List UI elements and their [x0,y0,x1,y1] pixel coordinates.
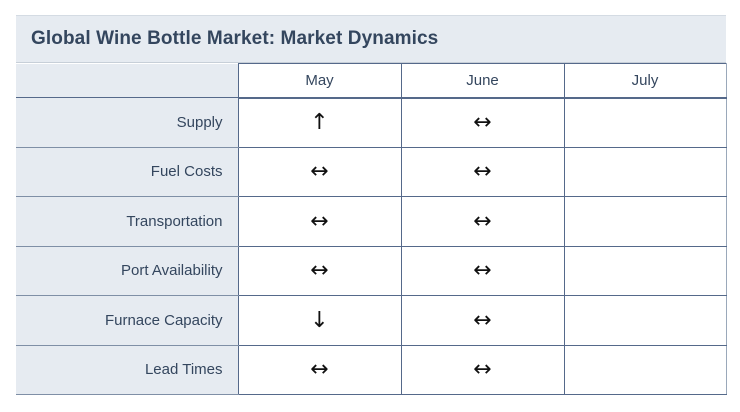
trend-flat-icon: ↔ [400,345,564,395]
trend-flat-icon: ↔ [237,147,401,197]
empty-cell [563,295,727,346]
table-row: Furnace Capacity ↓ ↔ [16,295,727,346]
trend-flat-icon: ↔ [400,196,564,247]
trend-up-icon: ↑ [237,97,401,148]
corner-cell [16,63,238,98]
trend-flat-icon: ↔ [237,246,401,296]
table-row: Supply ↑ ↔ [16,97,727,148]
empty-cell [563,246,727,296]
column-header-may: May [237,63,401,99]
row-label: Transportation [16,196,238,247]
trend-flat-icon: ↔ [237,196,401,247]
table-row: Fuel Costs ↔ ↔ [16,147,727,197]
empty-cell [563,147,727,197]
trend-flat-icon: ↔ [237,345,401,395]
trend-flat-icon: ↔ [400,246,564,296]
market-dynamics-table: May June July Supply ↑ ↔ Fuel Costs ↔ ↔ … [16,63,727,395]
row-label: Supply [16,97,238,148]
table-title: Global Wine Bottle Market: Market Dynami… [31,28,439,49]
trend-flat-icon: ↔ [400,147,564,197]
row-label: Furnace Capacity [16,295,238,346]
empty-cell [563,196,727,247]
empty-cell [563,97,727,148]
trend-flat-icon: ↔ [400,295,564,346]
market-dynamics-table-frame: Global Wine Bottle Market: Market Dynami… [16,15,727,395]
table-row: Port Availability ↔ ↔ [16,246,727,296]
title-bar: Global Wine Bottle Market: Market Dynami… [16,16,726,63]
row-label: Fuel Costs [16,147,238,197]
empty-cell [563,345,727,395]
header-row: May June July [16,63,727,99]
table-row: Transportation ↔ ↔ [16,196,727,247]
row-label: Port Availability [16,246,238,296]
column-header-june: June [400,63,564,99]
column-header-july: July [563,63,727,99]
trend-down-icon: ↓ [237,295,401,346]
table-row: Lead Times ↔ ↔ [16,345,727,395]
trend-flat-icon: ↔ [400,97,564,148]
row-label: Lead Times [16,345,238,395]
